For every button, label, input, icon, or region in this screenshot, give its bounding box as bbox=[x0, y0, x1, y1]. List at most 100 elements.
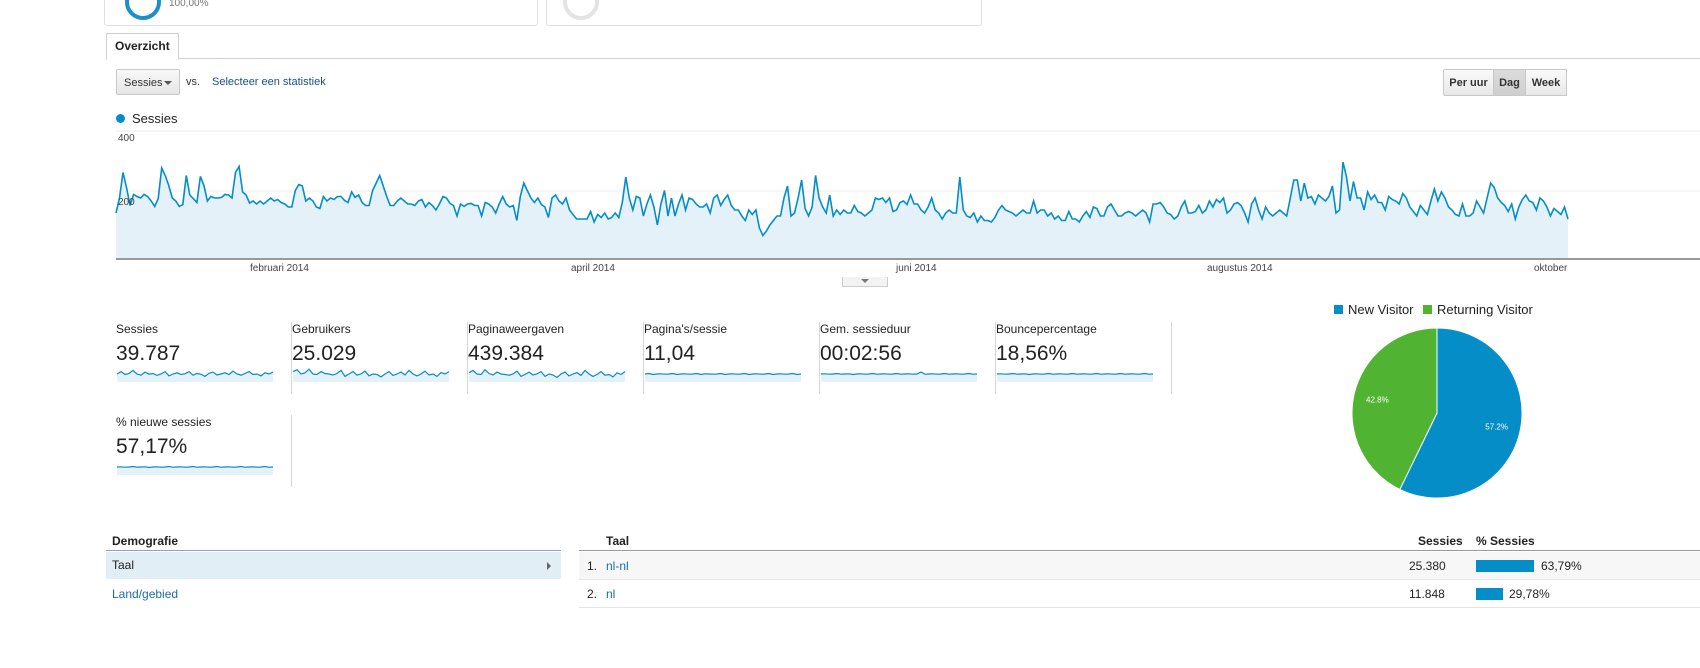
donut-icon bbox=[125, 0, 161, 20]
x-tick-label: augustus 2014 bbox=[1207, 263, 1273, 274]
sessions-series-line bbox=[115, 161, 1569, 238]
row-pct: 63,79% bbox=[1541, 559, 1582, 573]
demographics-item-label: Taal bbox=[112, 558, 135, 572]
metric-sparkline bbox=[468, 368, 626, 382]
metric-value: 18,56% bbox=[996, 342, 1068, 365]
metric-divider bbox=[643, 322, 644, 394]
metric-sparkline bbox=[116, 369, 274, 382]
row-rank: 2. bbox=[587, 587, 598, 601]
new-visitor-legend-swatch bbox=[1334, 305, 1343, 314]
metric-sparkline bbox=[644, 372, 802, 382]
demographics-header: Demografie bbox=[112, 534, 179, 548]
sparkline-area bbox=[117, 370, 273, 382]
metric-sessions[interactable]: Sessies 39.787 bbox=[116, 322, 292, 394]
row-language-link[interactable]: nl-nl bbox=[606, 559, 629, 573]
returning-visitor-legend-swatch bbox=[1423, 305, 1432, 314]
sessions-legend-label: Sessies bbox=[132, 111, 178, 126]
sparkline-area bbox=[117, 466, 273, 475]
metric-pages-per-session[interactable]: Pagina's/sessie 11,04 bbox=[644, 322, 820, 394]
donut-empty-icon bbox=[563, 0, 599, 20]
chevron-down-icon bbox=[861, 279, 869, 283]
demographics-item-taal[interactable]: Taal bbox=[106, 552, 561, 579]
metric-divider bbox=[291, 415, 292, 487]
metric-avg-session-duration[interactable]: Gem. sessieduur 00:02:56 bbox=[820, 322, 996, 394]
row-pct: 29,78% bbox=[1509, 587, 1550, 601]
metric-sparkline bbox=[292, 368, 450, 382]
period-day-button[interactable]: Dag bbox=[1493, 69, 1526, 96]
sparkline-line bbox=[996, 372, 1154, 376]
metric-select-label: Sessies bbox=[124, 77, 163, 89]
table-row: 2. nl 11.848 29,78% bbox=[579, 580, 1700, 608]
row-rank: 1. bbox=[587, 559, 598, 573]
metric-sparkline bbox=[116, 465, 274, 475]
chart-collapse-handle[interactable] bbox=[842, 277, 888, 287]
demographics-item-land[interactable]: Land/gebied bbox=[112, 587, 179, 601]
sessions-line-chart bbox=[115, 130, 1700, 260]
row-pct-bar bbox=[1476, 588, 1504, 600]
sparkline-line bbox=[820, 371, 978, 376]
pct-sessions-column-header: % Sessies bbox=[1476, 534, 1535, 548]
overview-card-1: 100,00% bbox=[104, 0, 538, 26]
demographics-header-line bbox=[106, 550, 561, 551]
metric-users[interactable]: Gebruikers 25.029 bbox=[292, 322, 468, 394]
sparkline-line bbox=[468, 368, 626, 379]
metric-pageviews[interactable]: Paginaweergaven 439.384 bbox=[468, 322, 644, 394]
metric-new-sessions[interactable]: % nieuwe sessies 57,17% bbox=[116, 415, 292, 487]
card-percentage: 100,00% bbox=[169, 0, 209, 9]
compare-metric-link[interactable]: Selecteer een statistiek bbox=[212, 76, 326, 88]
sessions-legend-dot bbox=[116, 114, 125, 123]
metric-label: % nieuwe sessies bbox=[116, 415, 212, 429]
metric-label: Sessies bbox=[116, 322, 159, 336]
row-sessions: 25.380 bbox=[1409, 559, 1446, 573]
pie-slice-label: 42.8% bbox=[1366, 395, 1389, 404]
metric-sparkline bbox=[820, 371, 978, 382]
metric-divider bbox=[291, 322, 292, 394]
chevron-right-icon bbox=[547, 562, 551, 570]
metric-sparkline bbox=[996, 372, 1154, 382]
sessions-area bbox=[116, 162, 1568, 258]
metric-value: 439.384 bbox=[468, 342, 544, 365]
x-tick-label: oktober bbox=[1534, 263, 1568, 274]
x-tick-label: februari 2014 bbox=[250, 263, 309, 274]
metric-divider bbox=[819, 322, 820, 394]
sparkline-line bbox=[116, 369, 274, 378]
period-week-button[interactable]: Week bbox=[1525, 69, 1567, 96]
metric-value: 39.787 bbox=[116, 342, 181, 365]
metric-label: Paginaweergaven bbox=[468, 322, 565, 336]
overview-card-2 bbox=[546, 0, 982, 26]
metric-bounce-rate[interactable]: Bouncepercentage 18,56% bbox=[996, 322, 1172, 394]
table-header-line bbox=[579, 550, 1700, 551]
metric-value: 57,17% bbox=[116, 435, 188, 458]
sparkline-line bbox=[644, 372, 802, 376]
row-language-link[interactable]: nl bbox=[606, 587, 616, 601]
sparkline-line bbox=[116, 465, 274, 469]
sparkline-line bbox=[292, 368, 450, 378]
table-row: 1. nl-nl 25.380 63,79% bbox=[579, 552, 1700, 580]
pie-slice-label: 57.2% bbox=[1485, 423, 1508, 432]
chevron-down-icon bbox=[164, 81, 172, 85]
tab-overzicht[interactable]: Overzicht bbox=[106, 33, 179, 60]
y-tick-label: 400 bbox=[118, 133, 135, 144]
metric-value: 25.029 bbox=[292, 342, 357, 365]
pie-slice-returning-visitor bbox=[1351, 327, 1438, 491]
tab-divider bbox=[106, 58, 1700, 59]
metric-value: 00:02:56 bbox=[820, 342, 902, 365]
metric-divider bbox=[467, 322, 468, 394]
visitor-type-pie-chart: 57.2% 42.8% bbox=[1351, 327, 1523, 499]
pie-slice-new-visitor bbox=[1399, 327, 1523, 499]
metric-label: Gem. sessieduur bbox=[820, 322, 911, 336]
row-pct-bar bbox=[1476, 560, 1534, 572]
new-visitor-legend-label: New Visitor bbox=[1348, 302, 1414, 317]
vs-label: vs. bbox=[186, 76, 201, 88]
sessions-column-header: Sessies bbox=[1418, 534, 1463, 548]
metric-select[interactable]: Sessies bbox=[116, 69, 180, 95]
sparkline-area bbox=[997, 373, 1153, 382]
sparkline-area bbox=[645, 373, 801, 382]
language-column-header: Taal bbox=[606, 534, 630, 548]
period-hour-button[interactable]: Per uur bbox=[1443, 69, 1494, 96]
metric-label: Pagina's/sessie bbox=[644, 322, 728, 336]
returning-visitor-legend-label: Returning Visitor bbox=[1437, 302, 1533, 317]
metric-divider bbox=[1171, 322, 1172, 394]
x-tick-label: juni 2014 bbox=[896, 263, 937, 274]
metric-divider bbox=[995, 322, 996, 394]
